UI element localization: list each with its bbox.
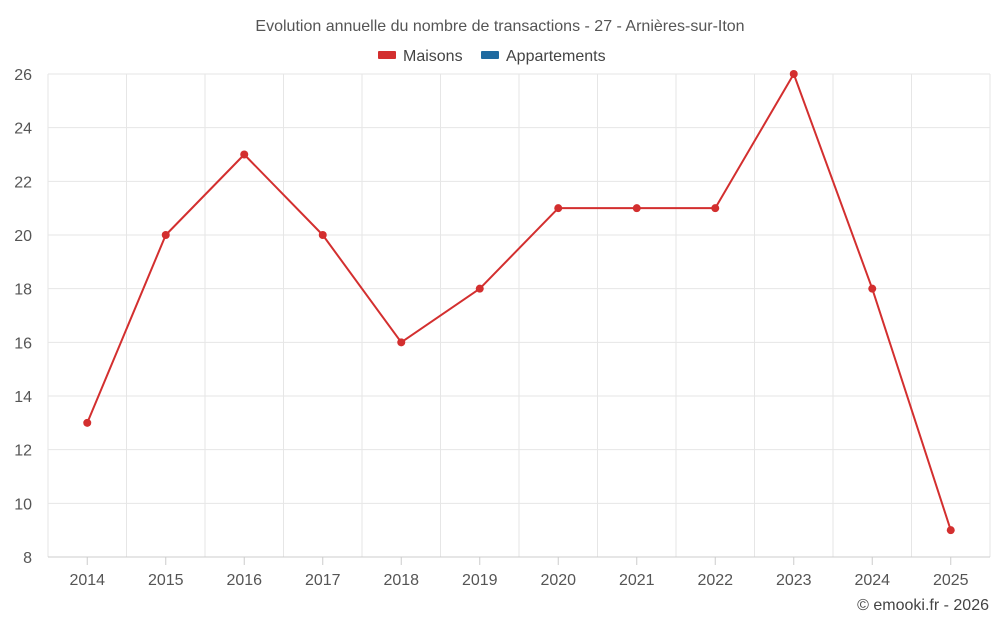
x-tick-label: 2016 xyxy=(226,572,262,589)
legend-item-maisons[interactable]: Maisons xyxy=(378,48,463,65)
data-point[interactable] xyxy=(711,204,720,213)
data-point[interactable] xyxy=(83,418,92,427)
legend-label-maisons: Maisons xyxy=(403,48,463,65)
y-axis-ticks: 8 10 12 14 16 18 20 22 24 26 xyxy=(14,67,32,567)
x-tick-label: 2015 xyxy=(148,572,184,589)
x-tick-label: 2024 xyxy=(854,572,890,589)
y-tick-label: 22 xyxy=(14,174,32,191)
data-point[interactable] xyxy=(554,204,563,213)
x-tick-label: 2022 xyxy=(697,572,733,589)
x-tick-label: 2014 xyxy=(69,572,105,589)
y-tick-label: 18 xyxy=(14,282,32,299)
series-maisons xyxy=(83,70,955,535)
legend-label-appartements: Appartements xyxy=(506,48,606,65)
data-point[interactable] xyxy=(161,231,170,239)
data-point[interactable] xyxy=(318,231,327,239)
legend-item-appartements[interactable]: Appartements xyxy=(481,48,606,65)
data-point[interactable] xyxy=(240,150,249,159)
legend: Maisons Appartements xyxy=(378,48,606,65)
x-tick-label: 2023 xyxy=(776,572,812,589)
credit-text: © emooki.fr - 2026 xyxy=(857,597,989,614)
x-tick-label: 2025 xyxy=(933,572,969,589)
y-tick-label: 12 xyxy=(14,443,32,460)
y-tick-label: 14 xyxy=(14,389,32,406)
x-tick-label: 2019 xyxy=(462,572,498,589)
x-tick-label: 2018 xyxy=(383,572,419,589)
gridlines xyxy=(47,73,991,557)
chart-title: Evolution annuelle du nombre de transact… xyxy=(255,18,744,35)
legend-swatch-maisons xyxy=(378,51,396,59)
y-tick-label: 8 xyxy=(23,550,32,567)
y-tick-label: 10 xyxy=(14,496,32,513)
x-tick-label: 2020 xyxy=(540,572,576,589)
data-point[interactable] xyxy=(632,204,641,213)
legend-swatch-appartements xyxy=(481,51,499,59)
x-tick-label: 2017 xyxy=(305,572,341,589)
axes xyxy=(48,556,990,565)
y-tick-label: 16 xyxy=(14,335,32,352)
y-tick-label: 24 xyxy=(14,121,32,138)
data-point[interactable] xyxy=(868,284,877,293)
data-point[interactable] xyxy=(946,526,955,535)
y-tick-label: 26 xyxy=(14,67,32,84)
series-line-maisons xyxy=(86,73,952,531)
x-axis-ticks: 2014 2015 2016 2017 2018 2019 2020 2021 2022 2023… xyxy=(69,572,968,589)
y-tick-label: 20 xyxy=(14,228,32,245)
x-tick-label: 2021 xyxy=(619,572,655,589)
data-point[interactable] xyxy=(397,338,406,347)
data-point[interactable] xyxy=(789,70,798,78)
data-point[interactable] xyxy=(475,284,484,293)
